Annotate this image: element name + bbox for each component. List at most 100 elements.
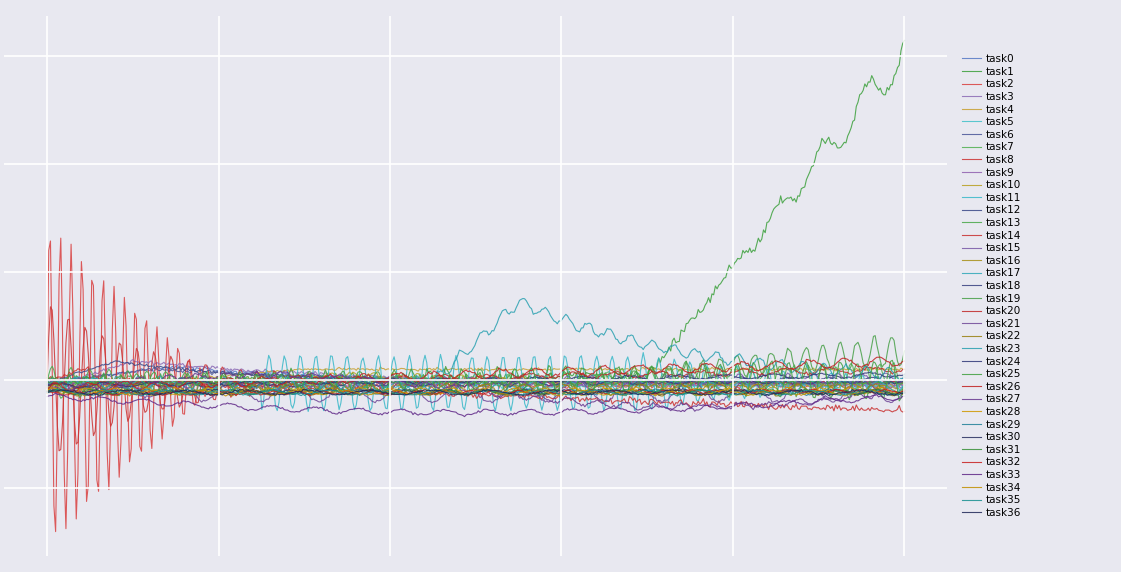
task4 xyxy=(898,366,911,373)
task23 xyxy=(506,309,519,316)
task26 xyxy=(506,371,519,378)
task12 xyxy=(506,376,519,383)
task0 xyxy=(506,379,519,386)
task2 xyxy=(40,380,54,387)
task9 xyxy=(508,383,521,390)
task35 xyxy=(670,392,684,399)
task8 xyxy=(508,379,521,386)
task36 xyxy=(550,388,564,395)
task13 xyxy=(508,380,521,387)
task0 xyxy=(747,380,760,387)
task17 xyxy=(889,390,902,396)
task0 xyxy=(159,362,173,369)
task14 xyxy=(553,391,566,398)
task18 xyxy=(67,386,81,392)
task12 xyxy=(450,378,463,384)
task28 xyxy=(454,388,467,395)
task7 xyxy=(504,372,518,379)
task15 xyxy=(898,374,911,381)
task4 xyxy=(508,367,521,374)
task36 xyxy=(447,391,461,398)
task24 xyxy=(76,384,90,391)
task15 xyxy=(880,370,893,377)
task3 xyxy=(744,382,758,389)
task17 xyxy=(553,386,566,392)
task1 xyxy=(553,373,566,380)
task6 xyxy=(506,378,519,384)
Line: task30: task30 xyxy=(47,388,905,395)
task21 xyxy=(447,382,461,388)
task23 xyxy=(517,295,530,302)
task32 xyxy=(880,387,893,394)
task2 xyxy=(451,379,464,386)
task34 xyxy=(432,386,445,392)
task22 xyxy=(553,383,566,390)
task2 xyxy=(49,528,63,535)
task17 xyxy=(447,387,461,394)
task4 xyxy=(554,366,567,372)
task36 xyxy=(738,386,751,393)
task29 xyxy=(880,390,893,396)
task33 xyxy=(40,393,54,400)
task15 xyxy=(59,386,73,393)
task34 xyxy=(898,390,911,396)
task6 xyxy=(454,376,467,383)
task32 xyxy=(553,390,566,396)
task33 xyxy=(454,411,467,418)
task5 xyxy=(554,384,567,391)
task28 xyxy=(450,386,463,392)
task4 xyxy=(373,363,387,370)
task16 xyxy=(40,385,54,392)
task29 xyxy=(504,390,518,397)
task28 xyxy=(828,391,842,398)
task10 xyxy=(456,372,470,379)
task0 xyxy=(553,376,566,383)
Line: task5: task5 xyxy=(47,376,905,394)
task6 xyxy=(880,379,893,386)
task5 xyxy=(78,373,92,380)
task20 xyxy=(450,376,463,383)
Line: task35: task35 xyxy=(47,389,905,396)
task16 xyxy=(880,382,893,389)
task19 xyxy=(880,349,893,356)
task33 xyxy=(450,409,463,416)
task26 xyxy=(450,374,463,381)
task9 xyxy=(554,382,567,388)
task8 xyxy=(898,379,911,386)
task0 xyxy=(450,378,463,384)
task19 xyxy=(447,379,461,386)
task8 xyxy=(554,381,567,388)
task16 xyxy=(450,381,463,388)
task32 xyxy=(898,387,911,394)
task2 xyxy=(880,386,893,392)
task22 xyxy=(880,388,893,395)
task22 xyxy=(898,386,911,392)
task13 xyxy=(54,395,67,402)
task27 xyxy=(454,387,467,394)
task7 xyxy=(898,372,911,379)
task29 xyxy=(799,392,813,399)
task30 xyxy=(898,388,911,395)
task33 xyxy=(457,413,471,420)
task19 xyxy=(869,332,882,339)
task26 xyxy=(873,353,887,360)
task11 xyxy=(747,368,760,375)
task8 xyxy=(747,379,760,386)
task31 xyxy=(450,387,463,394)
Line: task14: task14 xyxy=(47,367,905,412)
task24 xyxy=(880,374,893,380)
Line: task9: task9 xyxy=(47,380,905,389)
task12 xyxy=(898,380,911,387)
task2 xyxy=(898,383,911,390)
task16 xyxy=(898,384,911,391)
task17 xyxy=(744,385,758,392)
task30 xyxy=(453,390,466,396)
task15 xyxy=(454,380,467,387)
task19 xyxy=(40,377,54,384)
task24 xyxy=(863,369,877,376)
task30 xyxy=(447,388,461,395)
task5 xyxy=(747,384,760,391)
Line: task18: task18 xyxy=(47,377,905,389)
task10 xyxy=(554,378,567,385)
task6 xyxy=(898,379,911,386)
